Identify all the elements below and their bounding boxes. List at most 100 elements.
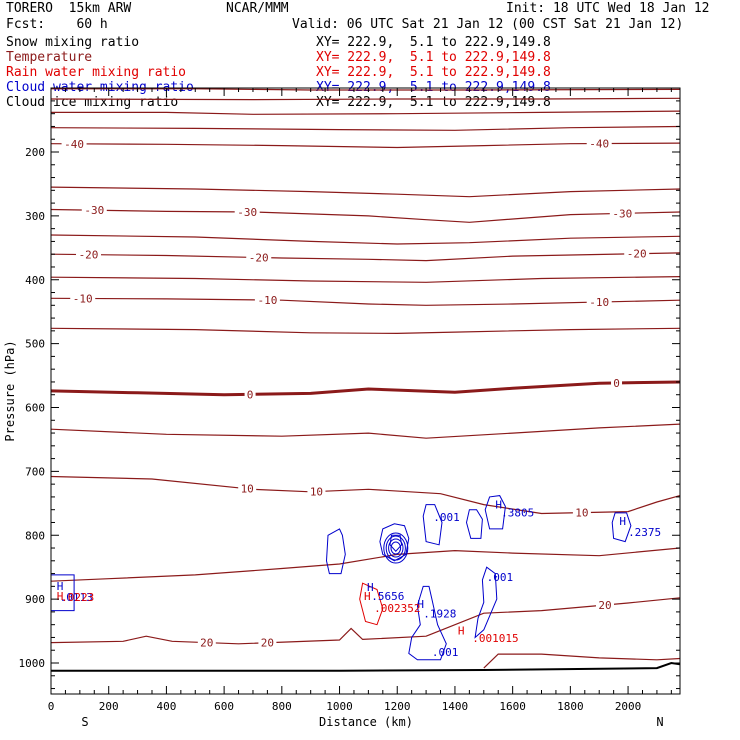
isotherm-label-bg [238,482,257,495]
endpoint-north: N [656,715,663,729]
x-tick-label: 2000 [615,700,642,713]
legend-snow-xy: XY= 222.9, 5.1 to 222.9,149.8 [316,35,551,50]
chart-header: TORERO 15km ARW NCAR/MMM Init: 18 UTC We… [0,0,740,110]
isotherm-label-bg [234,205,260,218]
legend-rain-xy: XY= 222.9, 5.1 to 222.9,149.8 [316,65,551,80]
isotherm--35 [50,186,681,198]
x-tick-label: 1600 [499,700,526,713]
y-tick-label: 200 [25,146,45,159]
cloud-water-label-11: .1928 [423,608,456,621]
cloud-water-label-7: .001 [487,571,514,584]
x-tick-label: 400 [156,700,176,713]
isotherm-label: 10 [310,486,323,499]
y-tick-label: 1000 [19,657,46,670]
isotherm-0 [50,380,681,397]
isotherm-label-bg [244,388,256,401]
y-tick-label: 300 [25,210,45,223]
cloud-water-label-9: .5656 [371,590,404,603]
isotherm-label-bg [572,506,591,519]
isotherm-10 [50,475,681,515]
isotherm--45 [50,125,681,131]
y-tick-label: 900 [25,593,45,606]
rain-water-label-5: .001015 [472,632,518,645]
isotherm-15 [50,547,681,582]
cloud-water-label-2: .001 [433,511,460,524]
org-title: NCAR/MMM [226,1,289,16]
cloud-water-contour-4 [465,509,483,539]
isotherm-label: 10 [241,483,254,496]
isotherm-label-bg [307,485,326,498]
y-tick-label: 800 [25,529,45,542]
init-time: Init: 18 UTC Wed 18 Jan 12 [506,1,710,16]
cloud-water-label-12: .001 [432,646,459,659]
forecast-hour: Fcst: 60 h [6,17,108,32]
isotherm-label-bg [70,292,96,305]
isotherm--30 [50,208,681,223]
isotherm--10 [50,297,681,306]
isotherm-label: -10 [73,292,93,305]
cloud-water-label-6: .2375 [628,526,661,539]
isotherm-label-bg [81,204,107,217]
rain-water-label-0: H [57,590,64,603]
isotherm-label: -20 [79,249,99,262]
isotherm-label-bg [586,296,612,309]
isotherm-label-bg [246,251,272,264]
surface-line [51,661,681,672]
isotherm-label: -10 [257,294,277,307]
cloud-water-label-8: H [367,581,374,594]
isotherm-5 [50,423,681,439]
legend-rain-label: Rain water mixing ratio [6,65,187,80]
isotherm-25 [483,653,681,669]
x-tick-label: 1800 [557,700,584,713]
model-title: TORERO 15km ARW [6,1,132,16]
cloud-water-label-4: .3805 [501,507,534,520]
isotherm-label: 20 [200,637,213,650]
valid-time: Valid: 06 UTC Sat 21 Jan 12 (00 CST Sat … [292,17,684,32]
isotherm--15 [50,276,681,283]
plot-frame [50,87,681,695]
isotherm-label-bg [624,247,650,260]
isotherm-label: -30 [237,206,257,219]
isotherm--40 [50,142,681,149]
cloud-water-contour-0 [325,528,346,575]
x-tick-label: 1400 [442,700,469,713]
isotherm-label-bg [595,599,614,612]
isotherm-label-bg [61,137,87,150]
isotherm-label: 0 [247,388,254,401]
x-tick-label: 1200 [384,700,411,713]
isotherm--55 [50,97,681,101]
isotherm-label-bg [258,636,277,649]
x-axis-title: Distance (km) [319,715,413,729]
cloud-water-ring-2 [385,535,406,561]
cloud-water-ring-1 [388,538,404,558]
isotherm--20 [50,252,681,262]
endpoint-south: S [81,715,88,729]
cloud-water-label-0: H [57,580,64,593]
y-axis-title: Pressure (hPa) [3,340,17,441]
x-tick-label: 1000 [326,700,353,713]
cloud-water-label-5: H [619,515,626,528]
isotherm-label: 10 [575,507,588,520]
isotherm-label: -20 [249,252,269,265]
cloud-water-label-10: H [417,598,424,611]
x-tick-label: 0 [48,700,55,713]
legend-temperature-label: Temperature [6,50,93,65]
x-tick-label: 800 [272,700,292,713]
cloud-water-contour-3 [422,504,443,546]
isotherm-label: -40 [64,138,84,151]
isotherm-label: 20 [598,599,611,612]
isotherm-label: 20 [261,637,274,650]
legend-snow-label: Snow mixing ratio [6,35,140,50]
rain-water-label-4: H [458,624,465,637]
isotherm--60 [51,88,681,91]
rain-water-label-1: .0223 [61,591,94,604]
cloud-water-contour-7 [408,585,447,661]
cloud-water-ring-0 [390,541,402,555]
isotherm-label-bg [609,207,635,220]
rain-water-label-2: H [364,590,371,603]
cloud-water-contour-8 [611,512,632,543]
y-tick-label: 600 [25,402,45,415]
cloud-water-label-1: .0113 [60,591,93,604]
isotherm-label-bg [586,137,612,150]
